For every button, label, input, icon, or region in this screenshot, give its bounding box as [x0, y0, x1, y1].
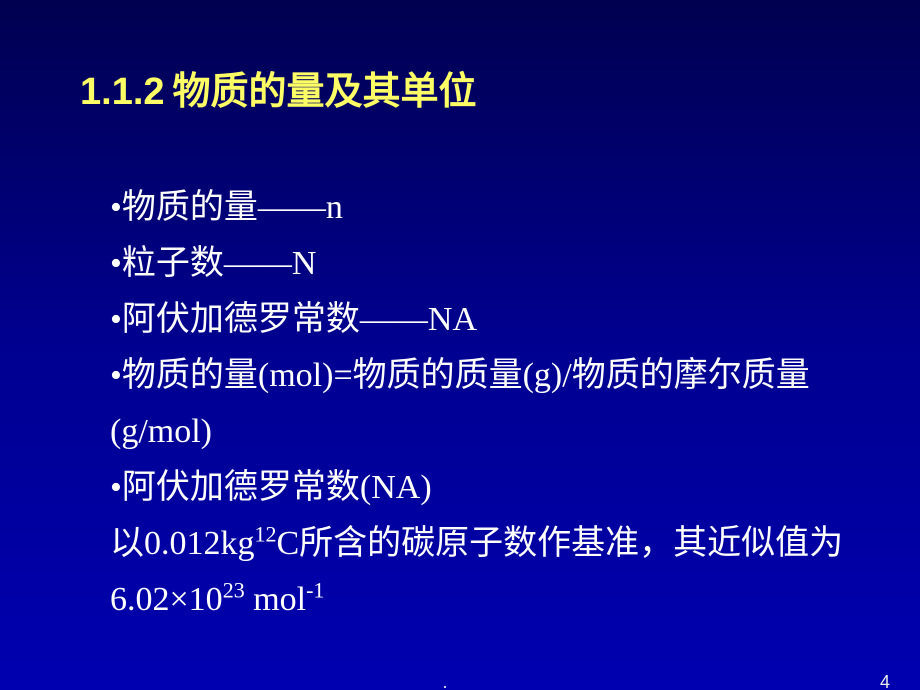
page-number: 4 — [880, 672, 890, 690]
sup-neg1: -1 — [306, 578, 324, 603]
text-part-a: 以0.012kg — [110, 525, 255, 562]
title-number: 1.1.2 — [80, 71, 165, 113]
title-text: 物质的量及其单位 — [173, 71, 477, 113]
bullet-avogadro-na: •阿伏加德罗常数(NA) — [110, 460, 860, 516]
bullet-particle-count: •粒子数——N — [110, 236, 860, 292]
text-part-c: mol — [245, 581, 306, 618]
bullet-mole-formula: •物质的量(mol)=物质的质量(g)/物质的摩尔质量(g/mol) — [110, 348, 860, 460]
bullet-avogadro-constant: •阿伏加德罗常数——NA — [110, 292, 860, 348]
sup-12: 12 — [255, 522, 277, 547]
bullet-amount-of-substance: •物质的量——n — [110, 180, 860, 236]
footer-dot: . — [442, 672, 447, 690]
slide-body: •物质的量——n •粒子数——N •阿伏加德罗常数——NA •物质的量(mol)… — [110, 180, 860, 628]
slide-title: 1.1.2物质的量及其单位 — [80, 60, 477, 115]
avogadro-definition: 以0.012kg12C所含的碳原子数作基准，其近似值为6.02×1023 mol… — [110, 516, 860, 628]
sup-23: 23 — [223, 578, 245, 603]
